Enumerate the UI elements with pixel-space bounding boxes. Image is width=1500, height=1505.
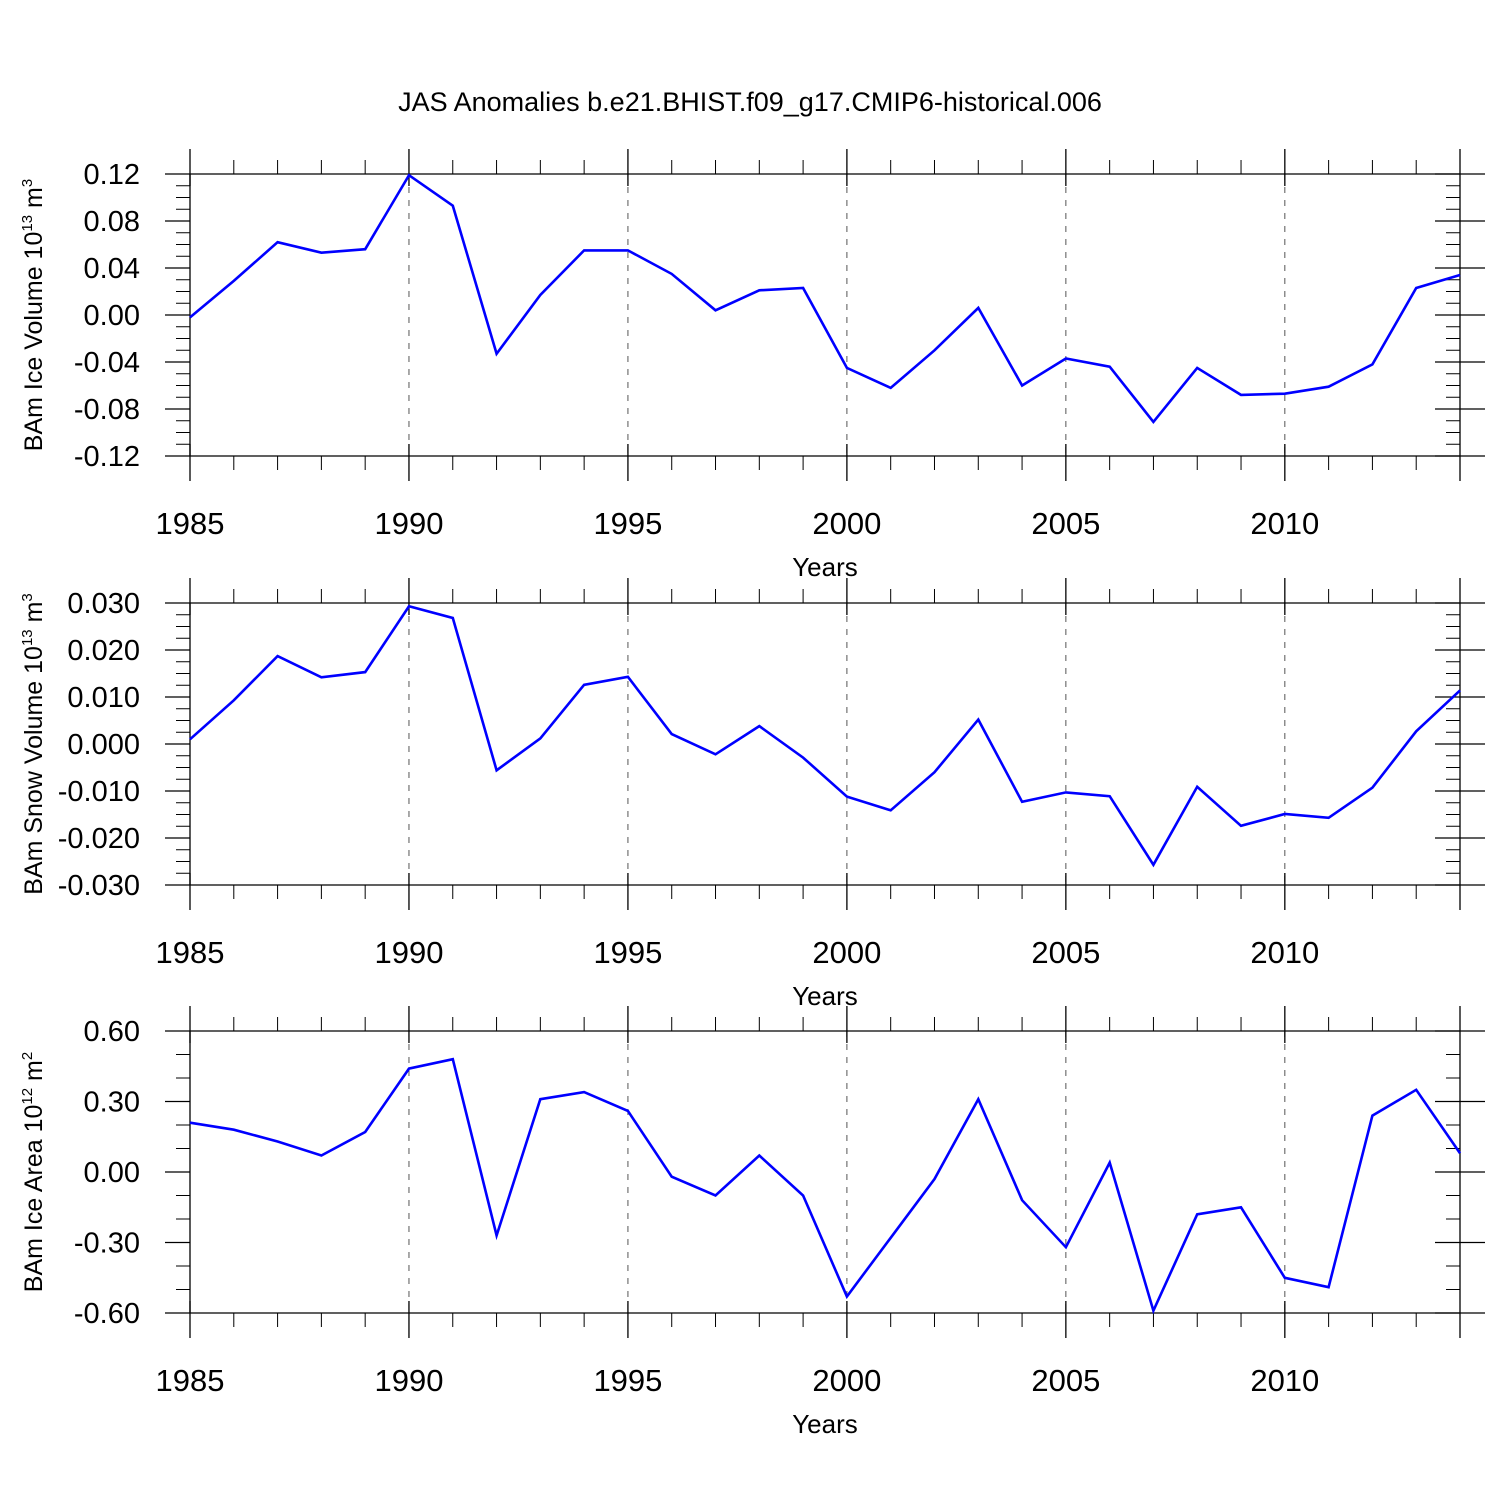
xtick-label: 1995 — [593, 1363, 662, 1398]
xtick-label: 1985 — [156, 1363, 225, 1398]
ytick-label: 0.04 — [84, 253, 140, 285]
ytick-label: 0.60 — [84, 1016, 140, 1048]
y-axis-label-exp: 12 — [19, 1088, 36, 1105]
chart-panel-ice-volume: -0.12 -0.08 -0.04 0.00 0.04 0.08 0.12 1985 1990 1… — [19, 149, 1485, 582]
y-axis-label: BAm Ice Volume 1013 m3 — [19, 179, 48, 451]
xtick-label: 1985 — [156, 506, 225, 541]
y-axis-label-unit: m — [20, 187, 48, 215]
xtick-label: 1990 — [374, 1363, 443, 1398]
ytick-label: 0.12 — [84, 159, 140, 191]
x-axis-label: Years — [792, 552, 858, 582]
x-axis-label: Years — [792, 981, 858, 1011]
ytick-label: 0.08 — [84, 206, 140, 238]
ytick-label: -0.04 — [74, 347, 140, 379]
ytick-label: -0.010 — [58, 776, 140, 808]
x-axis-label: Years — [792, 1409, 858, 1439]
y-axis-label: BAm Ice Area 1012 m2 — [19, 1052, 48, 1292]
xtick-label: 1990 — [374, 506, 443, 541]
series-line-ice-area — [190, 1059, 1460, 1311]
series-line-snow-volume — [190, 606, 1460, 865]
xtick-label: 2010 — [1250, 935, 1319, 970]
chart-panel-ice-area: -0.60 -0.30 0.00 0.30 0.60 1985 1990 1995 2000 20… — [19, 1006, 1485, 1439]
y-axis-label-unit: m — [20, 1060, 48, 1088]
ytick-label: 0.30 — [84, 1087, 140, 1119]
xtick-label: 2005 — [1031, 506, 1100, 541]
ytick-label: 0.020 — [67, 635, 140, 667]
y-axis-label-exp: 13 — [19, 215, 36, 232]
y-axis-label-exp: 13 — [19, 629, 36, 646]
xtick-label: 2010 — [1250, 506, 1319, 541]
y-axis-label-main: BAm Snow Volume 10 — [20, 646, 48, 895]
ytick-label: 0.030 — [67, 588, 140, 620]
ytick-label: -0.08 — [74, 394, 140, 426]
xtick-label: 2010 — [1250, 1363, 1319, 1398]
y-axis-label: BAm Snow Volume 1013 m3 — [19, 593, 48, 895]
xtick-label: 2000 — [812, 935, 881, 970]
ytick-label: -0.60 — [74, 1298, 140, 1330]
xtick-label: 1990 — [374, 935, 443, 970]
y-axis-label-main: BAm Ice Volume 10 — [20, 232, 48, 452]
series-line-ice-volume — [190, 175, 1460, 422]
xtick-label: 1995 — [593, 935, 662, 970]
ytick-label: -0.30 — [74, 1228, 140, 1260]
xtick-label: 1985 — [156, 935, 225, 970]
xtick-label: 2005 — [1031, 1363, 1100, 1398]
ytick-label: -0.12 — [74, 441, 140, 473]
ytick-label: 0.00 — [84, 300, 140, 332]
y-axis-label-unit: m — [20, 602, 48, 630]
figure-title: JAS Anomalies b.e21.BHIST.f09_g17.CMIP6-… — [398, 87, 1102, 117]
ytick-label: 0.010 — [67, 682, 140, 714]
ytick-label: -0.020 — [58, 823, 140, 855]
xtick-label: 1995 — [593, 506, 662, 541]
chart-panel-snow-volume: -0.030 -0.020 -0.010 0.000 0.010 0.020 0.030 19… — [19, 578, 1485, 1011]
xtick-label: 2000 — [812, 506, 881, 541]
y-axis-label-unit-exp: 3 — [19, 179, 36, 187]
xtick-label: 2005 — [1031, 935, 1100, 970]
y-axis-label-unit-exp: 2 — [19, 1052, 36, 1060]
ytick-label: 0.00 — [84, 1157, 140, 1189]
xtick-label: 2000 — [812, 1363, 881, 1398]
y-axis-label-main: BAm Ice Area 10 — [20, 1105, 48, 1293]
y-axis-label-unit-exp: 3 — [19, 593, 36, 601]
panels: -0.12 -0.08 -0.04 0.00 0.04 0.08 0.12 1985 1990 1… — [19, 149, 1485, 1439]
ytick-label: -0.030 — [58, 870, 140, 902]
ytick-label: 0.000 — [67, 729, 140, 761]
